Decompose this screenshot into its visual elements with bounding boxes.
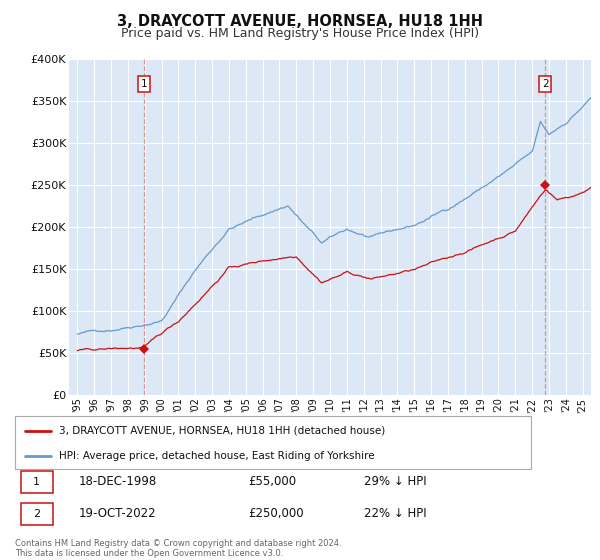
Text: 22% ↓ HPI: 22% ↓ HPI (364, 507, 427, 520)
Text: Contains HM Land Registry data © Crown copyright and database right 2024.
This d: Contains HM Land Registry data © Crown c… (15, 539, 341, 558)
Text: £55,000: £55,000 (248, 475, 296, 488)
Text: 1: 1 (33, 477, 40, 487)
FancyBboxPatch shape (21, 503, 53, 525)
Text: 29% ↓ HPI: 29% ↓ HPI (364, 475, 427, 488)
Text: 2: 2 (33, 509, 40, 519)
Text: HPI: Average price, detached house, East Riding of Yorkshire: HPI: Average price, detached house, East… (59, 451, 374, 461)
Text: 19-OCT-2022: 19-OCT-2022 (79, 507, 157, 520)
Text: 18-DEC-1998: 18-DEC-1998 (79, 475, 157, 488)
FancyBboxPatch shape (21, 470, 53, 493)
Text: Price paid vs. HM Land Registry's House Price Index (HPI): Price paid vs. HM Land Registry's House … (121, 27, 479, 40)
Text: 3, DRAYCOTT AVENUE, HORNSEA, HU18 1HH (detached house): 3, DRAYCOTT AVENUE, HORNSEA, HU18 1HH (d… (59, 426, 385, 436)
Text: 1: 1 (141, 79, 148, 89)
Text: £250,000: £250,000 (248, 507, 304, 520)
Text: 3, DRAYCOTT AVENUE, HORNSEA, HU18 1HH: 3, DRAYCOTT AVENUE, HORNSEA, HU18 1HH (117, 14, 483, 29)
Text: 2: 2 (542, 79, 548, 89)
